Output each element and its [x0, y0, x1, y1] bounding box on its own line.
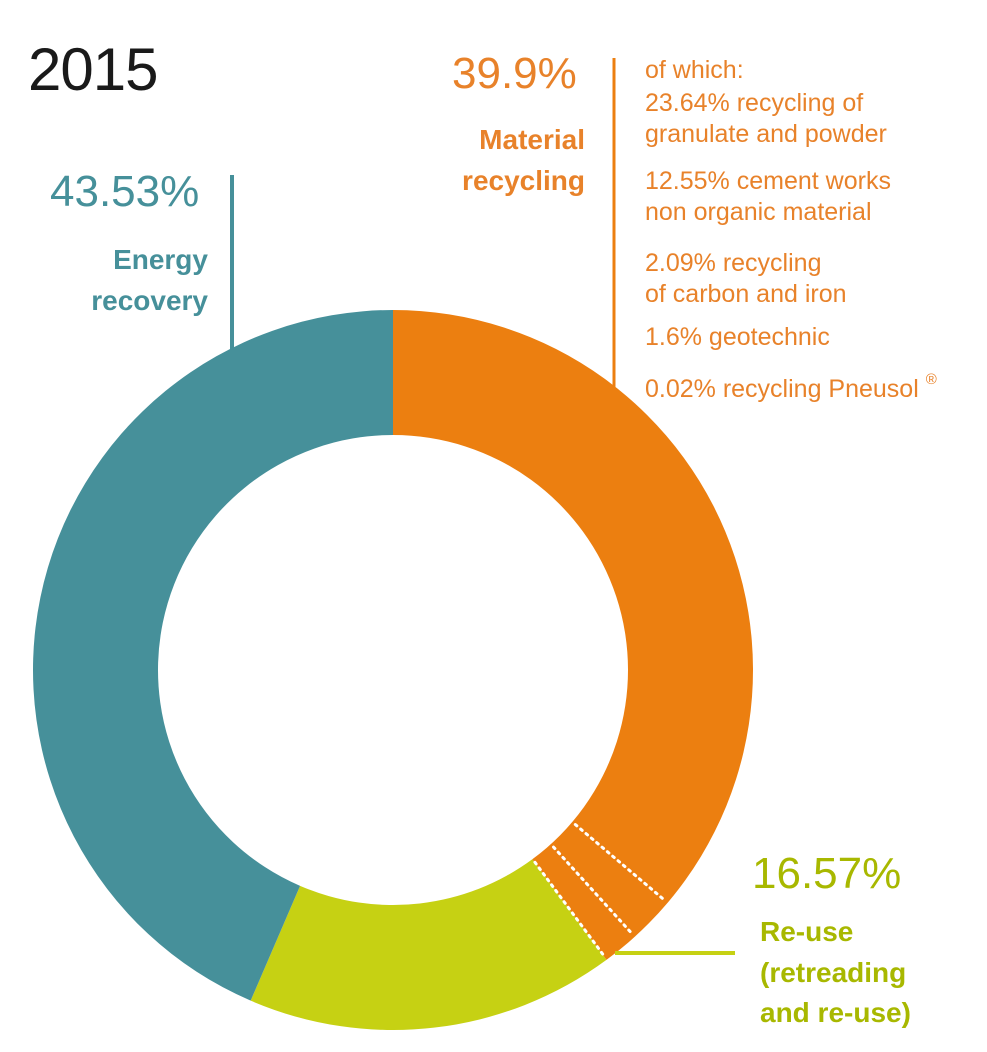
- breakdown-item-1-line2: granulate and powder: [645, 120, 887, 149]
- reuse-label: Re-use (retreading and re-use): [760, 912, 911, 1034]
- breakdown-item-5-text: 0.02% recycling Pneusol: [645, 375, 919, 403]
- breakdown-intro: of which:: [645, 56, 744, 84]
- breakdown-item-4: 1.6% geotechnic: [645, 323, 830, 351]
- material-label-line1: Material: [479, 124, 585, 155]
- material-percent: 39.9%: [452, 49, 577, 98]
- breakdown-item-2-line1: 12.55% cement works: [645, 167, 891, 195]
- breakdown-divider-line: [552, 845, 634, 936]
- material-label-line2: recycling: [462, 164, 585, 196]
- energy-label-line1: Energy: [113, 244, 208, 275]
- breakdown-item-5: 0.02% recycling Pneusol ®: [645, 370, 937, 405]
- registered-mark: ®: [925, 370, 937, 388]
- breakdown-item-1: 23.64% recycling of granulate and powder: [645, 88, 887, 151]
- reuse-label-line1: Re-use: [760, 916, 854, 947]
- breakdown-divider-line: [533, 860, 606, 958]
- reuse-label-line3: and re-use): [760, 997, 911, 1029]
- slice-material-recycling: [393, 310, 754, 960]
- breakdown-item-1-line1: 23.64% recycling of: [645, 89, 864, 117]
- breakdown-item-3-line1: 2.09% recycling: [645, 249, 822, 277]
- breakdown-item-3-line2: of carbon and iron: [645, 280, 847, 309]
- energy-label-line2: recovery: [91, 284, 208, 316]
- breakdown-item-2: 12.55% cement works non organic material: [645, 166, 891, 229]
- material-label: Material recycling: [462, 120, 585, 201]
- energy-percent: 43.53%: [50, 167, 200, 216]
- slice-re-use: [250, 859, 607, 1030]
- reuse-percent: 16.57%: [752, 849, 902, 898]
- slice-energy-recovery: [32, 310, 393, 1001]
- breakdown-item-2-line2: non organic material: [645, 198, 872, 227]
- chart-title: 2015: [28, 36, 158, 103]
- reuse-label-line2: (retreading: [760, 956, 907, 988]
- energy-label: Energy recovery: [91, 240, 208, 321]
- breakdown-divider-line: [573, 823, 667, 902]
- breakdown-item-3: 2.09% recycling of carbon and iron: [645, 248, 847, 311]
